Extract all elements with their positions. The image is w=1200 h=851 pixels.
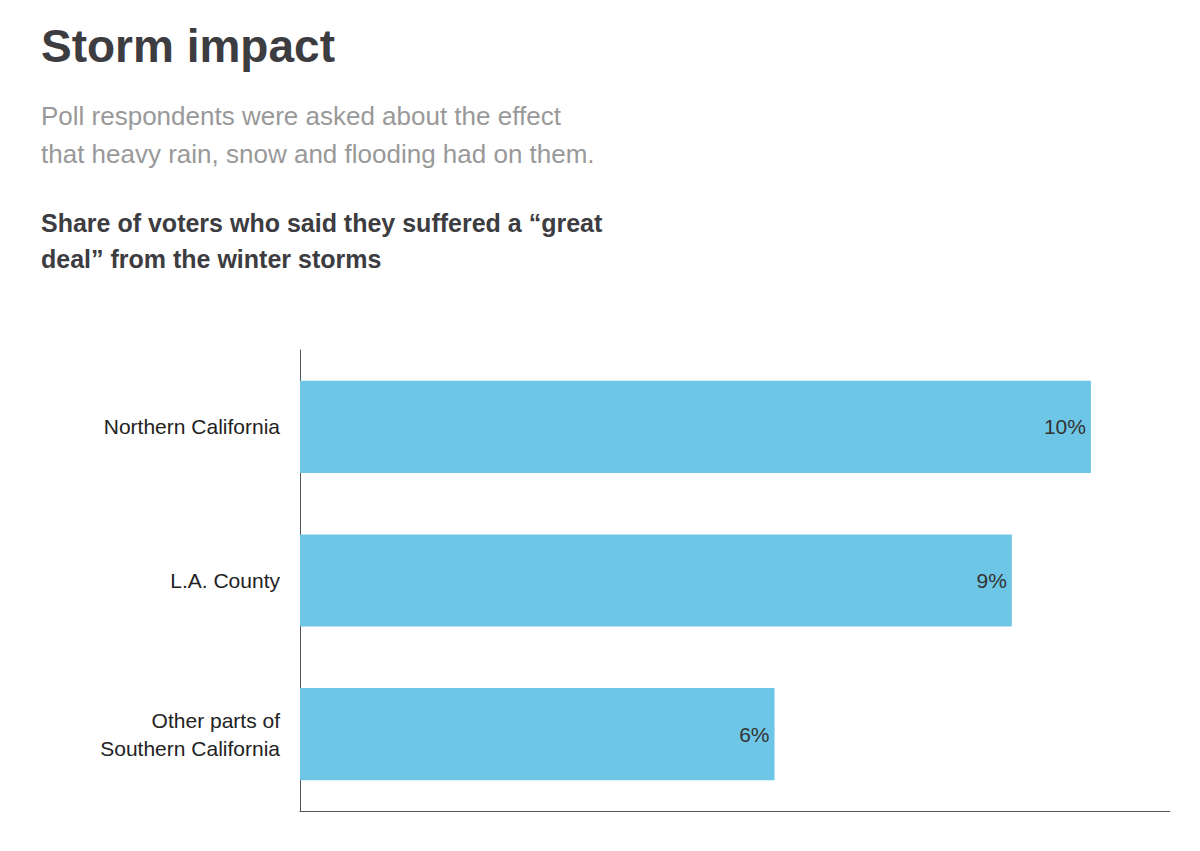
svg-text:Other parts of: Other parts of bbox=[152, 709, 281, 732]
svg-text:Storm impact: Storm impact bbox=[41, 20, 335, 72]
svg-text:that heavy rain, snow and floo: that heavy rain, snow and flooding had o… bbox=[41, 139, 595, 169]
svg-text:6%: 6% bbox=[739, 723, 769, 746]
svg-text:Poll respondents were asked ab: Poll respondents were asked about the ef… bbox=[41, 101, 562, 131]
svg-text:Share of voters who said they: Share of voters who said they suffered a… bbox=[41, 209, 603, 237]
svg-text:deal” from the winter storms: deal” from the winter storms bbox=[41, 245, 381, 273]
svg-text:Southern California: Southern California bbox=[100, 737, 280, 760]
svg-text:L.A. County: L.A. County bbox=[170, 569, 280, 592]
svg-text:10%: 10% bbox=[1044, 415, 1086, 438]
svg-text:9%: 9% bbox=[976, 569, 1006, 592]
svg-text:Northern California: Northern California bbox=[104, 415, 281, 438]
